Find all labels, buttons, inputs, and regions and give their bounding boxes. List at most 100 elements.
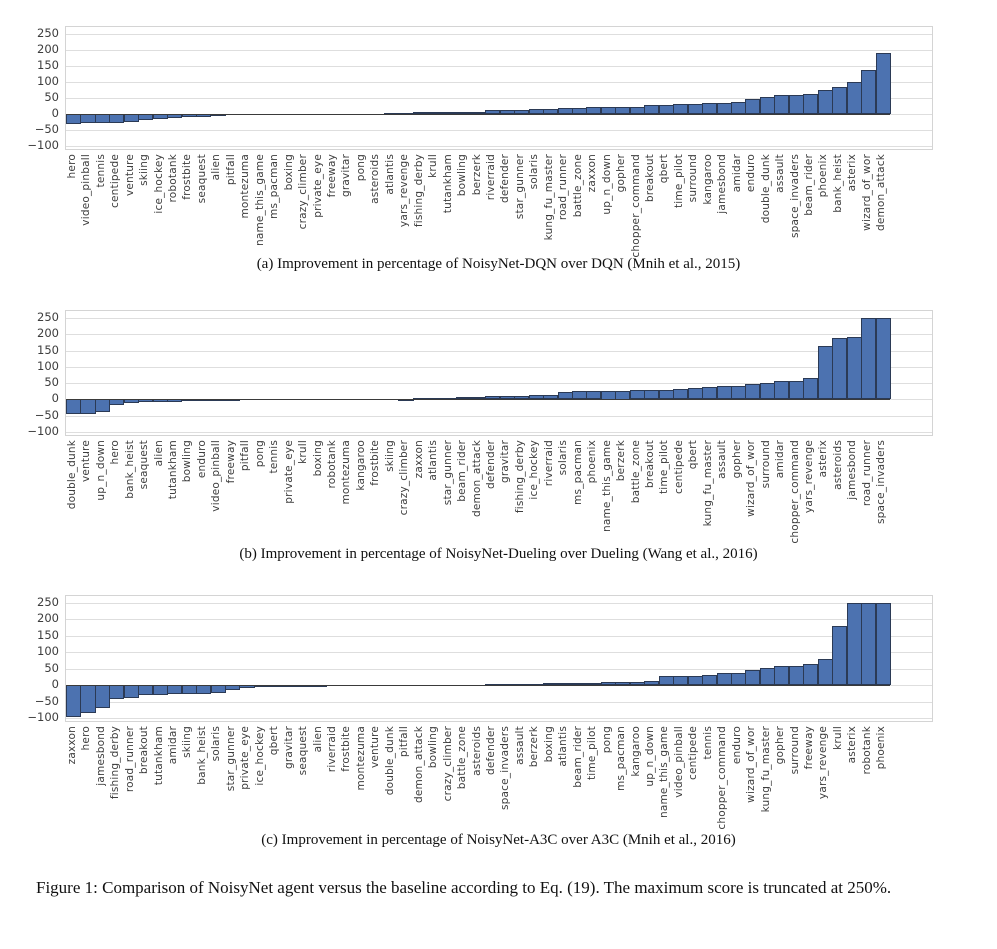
x-tick-label: gopher	[774, 726, 787, 765]
x-tick-label: asterix	[846, 726, 859, 764]
x-tick-label: tennis	[268, 440, 281, 474]
x-tick-label: atlantis	[427, 440, 440, 481]
x-tick-label: pong	[253, 440, 266, 468]
bar-time_pilot	[658, 390, 674, 400]
x-tick-label: assault	[513, 726, 526, 765]
bar-time_pilot	[673, 104, 689, 114]
x-tick-label: asterix	[846, 154, 859, 192]
x-tick-label: krull	[297, 440, 309, 464]
x-tick-label: chopper_command	[629, 154, 642, 258]
x-tick-label: boxing	[311, 440, 324, 477]
x-tick-label: pitfall	[239, 440, 252, 472]
x-tick-label: alien	[311, 726, 324, 753]
x-tick-label: frostbite	[340, 726, 353, 772]
x-tick-label: amidar	[730, 154, 743, 193]
x-tick-label: seaquest	[195, 154, 208, 204]
bar-surround	[759, 382, 775, 400]
bar-centipede	[109, 114, 125, 123]
x-tick-label: road_runner	[123, 726, 136, 793]
bar-wizard_of_wor	[745, 384, 761, 400]
x-tick-label: jamesbond	[846, 440, 859, 500]
bar-kangaroo	[702, 103, 718, 114]
x-tick-label: hero	[65, 154, 78, 179]
x-tick-label: tennis	[701, 726, 714, 760]
x-tick-label: robotank	[166, 154, 179, 203]
bar-breakout	[644, 390, 660, 400]
x-tick-label: gravitar	[340, 154, 353, 198]
x-tick-label: berzerk	[528, 726, 541, 768]
y-tick-label: −100	[27, 138, 59, 152]
x-tick-label: skiing	[138, 154, 150, 186]
x-tick-label: zaxxon	[586, 154, 599, 193]
gridline	[66, 366, 932, 368]
bar-asterix	[817, 346, 833, 400]
bar-chopper_command	[788, 380, 804, 400]
bar-zaxxon	[66, 685, 82, 717]
y-tick-label: −50	[34, 407, 59, 422]
y-tick-label: 100	[37, 644, 59, 659]
bar-double_dunk	[759, 96, 775, 114]
x-tick-label: ms_pacman	[268, 154, 281, 219]
zero-line	[66, 685, 890, 687]
bar-phoenix	[817, 90, 833, 114]
x-tick-label: surround	[759, 440, 772, 489]
y-tick-label: 150	[37, 627, 59, 642]
y-tick-label: 250	[37, 310, 59, 324]
x-tick-label: gopher	[730, 440, 743, 479]
gridline	[66, 603, 932, 604]
bar-yars_revenge	[803, 377, 819, 400]
x-tick-label: wizard_of_wor	[860, 154, 873, 231]
x-tick-label: fishing_derby	[109, 726, 122, 800]
x-tick-label: space_invaders	[788, 154, 801, 238]
x-tick-label: video_pinball	[672, 726, 685, 798]
x-tick-label: private_eye	[282, 440, 295, 504]
x-tick-label: kung_fu_master	[701, 440, 714, 527]
bar-road_runner	[861, 318, 877, 400]
bar-assault	[774, 95, 790, 114]
x-tick-label: breakout	[644, 154, 656, 203]
x-tick-label: breakout	[644, 440, 656, 489]
x-tick-label: ice_hockey	[152, 154, 165, 214]
gridline	[66, 701, 932, 703]
x-tick-label: star_gunner	[513, 154, 526, 220]
x-tick-label: tennis	[94, 154, 107, 188]
bar-solaris	[210, 685, 226, 694]
chart-b-caption: (b) Improvement in percentage of NoisyNe…	[239, 546, 758, 562]
bar-kung_fu_master	[759, 668, 775, 686]
x-tick-label: berzerk	[615, 440, 628, 482]
bar-amidar	[167, 685, 183, 695]
x-tick-label: zaxxon	[65, 726, 78, 765]
bar-beam_rider	[803, 93, 819, 114]
x-tick-label: freeway	[803, 726, 815, 770]
x-tick-label: skiing	[181, 726, 194, 758]
x-tick-label: name_this_game	[253, 154, 266, 247]
bar-skiing	[181, 685, 197, 694]
x-tick-label: boxing	[282, 154, 295, 191]
x-tick-label: pong	[600, 726, 613, 754]
bar-chopper_command	[629, 106, 645, 114]
x-tick-label: jamesbond	[94, 726, 107, 786]
chart-b: 250 200 150 100 50 0 −50 −100 double_dunk venture…	[27, 310, 933, 546]
bar-hero	[66, 114, 82, 125]
x-tick-label: qbert	[268, 726, 281, 756]
x-tick-label: battle_zone	[629, 440, 642, 504]
gridline	[66, 635, 932, 637]
gridline	[66, 130, 932, 131]
bar-ms_pacman	[571, 391, 587, 400]
y-tick-label: 0	[51, 106, 59, 120]
x-tick-label: pong	[354, 154, 367, 182]
bar-assault	[716, 386, 732, 400]
y-tick-label: −50	[34, 693, 59, 708]
x-tick-label: assault	[716, 440, 729, 479]
x-tick-label: asterix	[817, 440, 830, 478]
x-tick-label: solaris	[210, 726, 223, 762]
x-tick-label: defender	[485, 726, 497, 775]
x-tick-label: road_runner	[860, 440, 873, 507]
x-tick-label: name_this_game	[600, 440, 613, 533]
x-tick-label: chopper_command	[788, 440, 801, 544]
x-tick-label: montezuma	[354, 726, 367, 791]
bar-tennis	[94, 114, 110, 123]
x-tick-label: wizard_of_wor	[745, 726, 758, 803]
gridline	[66, 334, 932, 336]
x-tick-label: krull	[427, 154, 440, 178]
